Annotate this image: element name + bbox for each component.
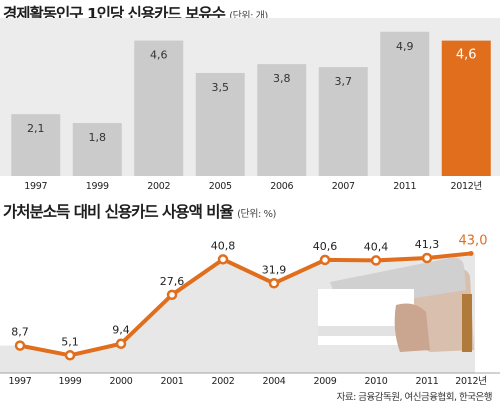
line-point-8 <box>421 252 433 264</box>
source-note: 자료: 금융감독원, 여신금융협회, 한국은행 <box>336 392 493 403</box>
bar-value-label-5: 3,7 <box>335 75 353 88</box>
line-value-label-2: 9,4 <box>112 324 130 337</box>
line-chart-series <box>19 251 472 358</box>
line-point-3 <box>166 289 178 301</box>
bar-category-label-5: 2007 <box>332 181 355 192</box>
line-value-label-6: 40,6 <box>313 240 338 253</box>
line-category-label-2: 2000 <box>110 376 133 387</box>
line-value-label-1: 5,1 <box>61 335 79 348</box>
bar-category-label-2: 2002 <box>147 181 170 192</box>
line-category-label-9: 2012년 <box>455 376 486 387</box>
line-point-0 <box>14 340 26 351</box>
bar-value-label-3: 3,5 <box>212 81 230 94</box>
bar-category-label-7: 2012년 <box>451 181 482 192</box>
card-hand-illustration <box>318 257 474 352</box>
line-category-label-6: 2009 <box>314 376 337 387</box>
line-value-label-4: 40,8 <box>211 239 236 252</box>
bar-value-label-1: 1,8 <box>89 131 107 144</box>
line-value-label-5: 31,9 <box>262 263 287 276</box>
bar-0 <box>11 114 61 176</box>
bar-3 <box>195 72 245 176</box>
bar-value-label-7: 4,6 <box>456 48 477 63</box>
bar-value-label-4: 3,8 <box>273 72 291 85</box>
line-category-label-5: 2004 <box>263 376 286 387</box>
line-category-label-0: 1997 <box>9 376 32 387</box>
bar-4 <box>257 64 307 176</box>
line-chart-unit: (단위: %) <box>237 209 276 220</box>
bar-value-label-2: 4,6 <box>150 49 168 62</box>
bar-value-label-0: 2,1 <box>27 122 45 135</box>
line-value-label-0: 8,7 <box>11 326 29 339</box>
bar-category-label-0: 1997 <box>24 181 47 192</box>
bar-chart-unit: (단위: 개) <box>229 11 268 22</box>
line-point-9 <box>468 250 474 256</box>
bar-chart: 2,1 1997 1,8 1999 4,6 2002 3,5 2005 3,8 2006 3,7 20… <box>0 18 500 192</box>
line-value-label-9: 43,0 <box>459 233 488 248</box>
bar-category-label-6: 2011 <box>393 181 416 192</box>
line-category-label-3: 2001 <box>161 376 184 387</box>
bar-value-label-6: 4,9 <box>396 40 414 53</box>
line-value-label-3: 27,6 <box>160 275 185 288</box>
line-category-label-4: 2002 <box>212 376 235 387</box>
line-chart-title: 가처분소득 대비 신용카드 사용액 비율 (단위: %) <box>3 203 276 221</box>
line-point-4 <box>217 254 229 265</box>
line-value-label-7: 40,4 <box>364 240 389 253</box>
bar-category-label-4: 2006 <box>270 181 293 192</box>
line-category-label-8: 2011 <box>416 376 439 387</box>
line-point-2 <box>115 338 127 349</box>
line-category-label-7: 2010 <box>365 376 388 387</box>
line-point-7 <box>370 255 382 266</box>
line-chart-area <box>0 253 475 373</box>
line-category-label-1: 1999 <box>59 376 82 387</box>
line-point-5 <box>268 278 280 289</box>
line-point-1 <box>64 350 76 361</box>
line-value-label-8: 41,3 <box>415 238 440 251</box>
bar-category-label-1: 1999 <box>86 181 109 192</box>
bar-1 <box>72 123 122 176</box>
line-point-6 <box>319 254 331 266</box>
bar-6 <box>380 31 430 176</box>
bar-7 <box>441 40 491 176</box>
bar-category-label-3: 2005 <box>209 181 232 192</box>
bar-2 <box>134 40 184 176</box>
bar-5 <box>318 67 368 176</box>
